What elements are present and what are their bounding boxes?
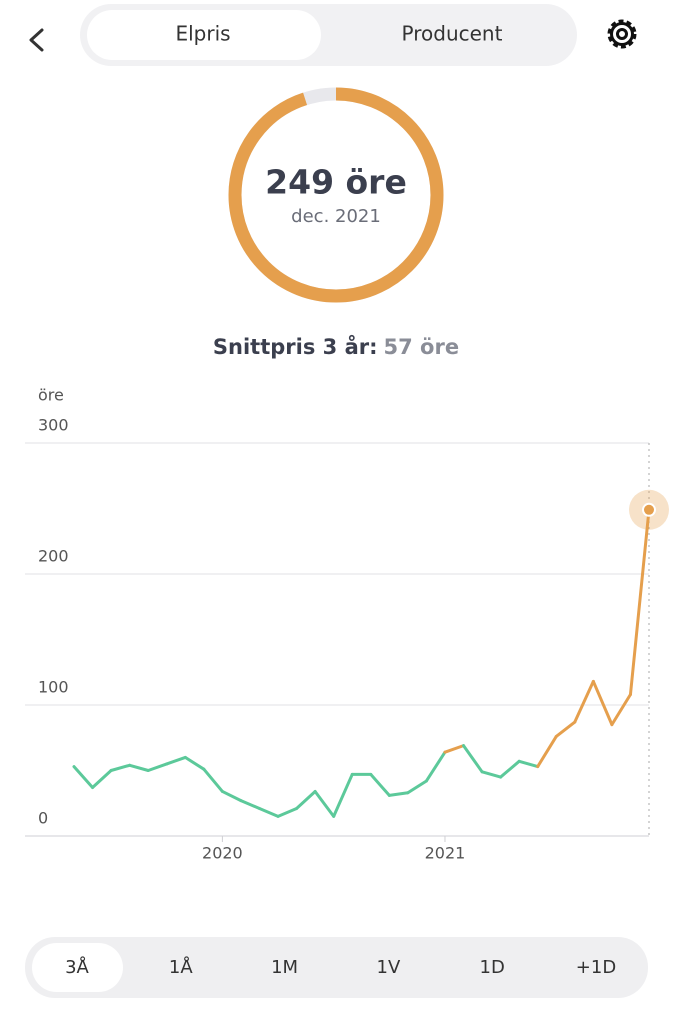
line-segment xyxy=(202,767,224,793)
line-segment xyxy=(424,750,447,783)
tab-selected xyxy=(87,10,321,60)
average-label: Snittpris 3 år: xyxy=(213,334,378,359)
period-bar xyxy=(25,937,648,998)
line-segment xyxy=(443,744,466,754)
gauge-arc xyxy=(228,87,444,303)
line-segment xyxy=(480,770,503,779)
line-segment xyxy=(387,791,410,797)
line-segment xyxy=(591,679,614,727)
line-segment xyxy=(499,759,521,779)
y-tick-label: 300 xyxy=(38,416,69,435)
line-segment xyxy=(295,789,317,810)
chart: 0 100 200 300 2020 2021 xyxy=(25,416,669,863)
y-tick-label: 0 xyxy=(38,809,48,828)
x-tick-label: 2020 xyxy=(202,844,243,863)
settings-button[interactable] xyxy=(607,19,637,49)
y-axis-label: öre xyxy=(38,386,64,405)
line-segment xyxy=(332,772,354,818)
line-segment xyxy=(165,755,187,766)
period-button[interactable]: 1D xyxy=(480,957,505,978)
period-button[interactable]: 3Å xyxy=(65,956,89,978)
tab[interactable]: Elpris xyxy=(175,22,230,46)
gauge-value: 249 öre xyxy=(265,163,407,202)
line-segment xyxy=(573,679,595,724)
period-button[interactable]: 1M xyxy=(271,957,298,978)
line-segment xyxy=(72,765,95,790)
line-segment xyxy=(146,762,169,772)
tab[interactable]: Producent xyxy=(402,22,503,46)
line-segment xyxy=(536,734,558,769)
line-segment xyxy=(239,799,261,810)
line-segment xyxy=(276,806,299,818)
period-button[interactable]: +1D xyxy=(576,957,616,978)
average: Snittpris 3 år: 57 öre xyxy=(213,334,459,359)
highlight-point xyxy=(642,502,656,517)
line-segment xyxy=(628,508,651,697)
line-segment xyxy=(128,763,150,772)
back-button[interactable] xyxy=(29,28,44,52)
line-segment xyxy=(257,806,280,818)
line-segment xyxy=(406,779,428,795)
line-segment xyxy=(554,720,577,738)
gauge-date: dec. 2021 xyxy=(291,206,381,227)
line-segment xyxy=(369,772,391,797)
period-button[interactable]: 1Å xyxy=(169,956,193,978)
line-segment xyxy=(517,759,540,769)
average-value: 57 öre xyxy=(384,335,460,359)
period-selected xyxy=(32,943,123,992)
y-tick-label: 100 xyxy=(38,678,69,697)
line-segment xyxy=(610,693,632,727)
line-segment xyxy=(220,789,243,803)
line-segment xyxy=(91,769,113,790)
y-tick-label: 200 xyxy=(38,547,69,566)
line-segment xyxy=(109,763,132,772)
line-segment xyxy=(462,744,484,774)
period-button[interactable]: 1V xyxy=(377,957,401,978)
x-tick-label: 2021 xyxy=(425,844,466,863)
line-segment xyxy=(183,755,206,771)
line-segment xyxy=(313,789,336,818)
